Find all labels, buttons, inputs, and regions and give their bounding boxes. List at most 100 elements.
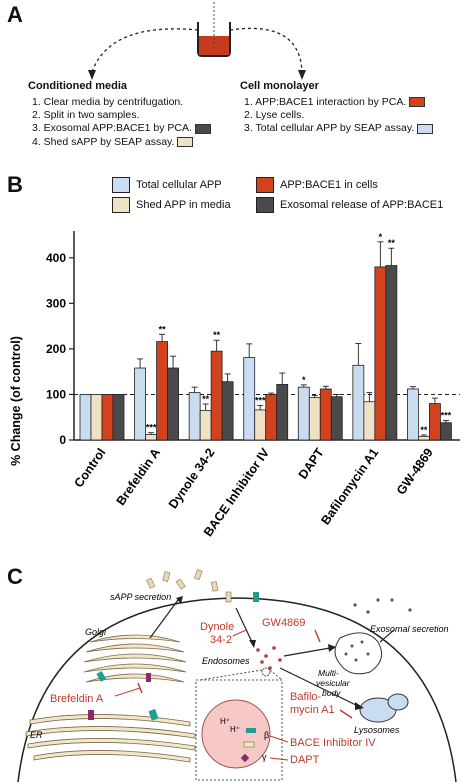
zoom-app (243, 741, 255, 748)
bafilo-label-2: mycin A1 (290, 704, 335, 716)
cm-step-4: 4. Shed sAPP by SEAP assay. (32, 136, 211, 149)
cell-monolayer-title: Cell monolayer (240, 80, 319, 92)
legend-total-app: Total cellular APP (112, 177, 222, 193)
bar-app_bace1_cells (156, 341, 168, 441)
cell-monolayer-steps: 1. APP:BACE1 interaction by PCA. 2. Lyse… (244, 96, 434, 136)
cm-step-3: 3. Exosomal APP:BACE1 by PCA. (32, 122, 211, 135)
lysosomes-label: Lysosomes (354, 725, 400, 735)
legend-exosomal: Exosomal release of APP:BACE1 (256, 197, 443, 213)
bar-exosomal (330, 396, 343, 441)
golgi-arrow (149, 599, 179, 639)
cl-step-3: 3. Total cellular APP by SEAP assay. (244, 122, 434, 135)
legend-shed-app: Shed APP in media (112, 197, 231, 213)
mvb-label-2: vesicular (316, 678, 351, 688)
h-label-1: H⁺ (220, 717, 230, 726)
legend-exosomal-swatch (256, 197, 274, 213)
golgi-bace (96, 671, 107, 682)
bar-app_bace1_cells (101, 394, 114, 441)
bar-exosomal (221, 381, 234, 441)
er-app (88, 710, 94, 720)
conditioned-media-steps: 1. Clear media by centrifugation. 2. Spl… (32, 96, 211, 149)
bar-shed_app (418, 435, 430, 441)
bar-total_cellular_app (79, 394, 92, 441)
x-tick-label: GW-4869 (394, 446, 436, 498)
cl-step-2: 2. Lyse cells. (244, 109, 305, 122)
bar-exosomal (112, 394, 125, 441)
er-bace (148, 708, 159, 721)
y-tick-label: 100 (46, 387, 66, 401)
media-fill (199, 36, 229, 55)
beta-label: β (264, 730, 269, 740)
endosome-dots (256, 646, 282, 670)
beaker-icon (197, 22, 231, 57)
exosome-dots (353, 598, 412, 614)
endosomes-label: Endosomes (202, 656, 250, 666)
er-stack (25, 714, 196, 763)
gamma-label: γ (262, 752, 267, 762)
bar-shed_app (90, 394, 103, 441)
total-app-swatch (417, 123, 434, 134)
exosomal-secretion-label: Exosomal secretion (370, 624, 449, 634)
bar-app_bace1_cells (429, 403, 441, 441)
bar-app_bace1_cells (265, 394, 278, 441)
lysosome-2 (387, 693, 409, 711)
panel-c-diagram: sAPP secretion Exosomal secretion Golgi … (17, 569, 457, 782)
x-tick-label: DAPT (296, 445, 327, 481)
significance-mark: *** (146, 423, 157, 433)
cm-step-2: 2. Split in two samples. (32, 109, 140, 122)
panel-a-diagram (88, 2, 306, 80)
sapp-fragments (146, 569, 219, 592)
significance-mark: ** (388, 238, 396, 248)
significance-mark: * (379, 232, 383, 242)
golgi-label: Golgi (85, 627, 107, 637)
arrow-head-right (298, 70, 306, 80)
panel-a-letter: A (7, 2, 23, 27)
x-tick-label: Bafilomycin A1 (318, 446, 381, 528)
golgi-app (146, 673, 151, 682)
bar-app_bace1_cells (374, 266, 387, 441)
significance-mark: ** (420, 425, 428, 435)
bar-total_cellular_app (243, 357, 256, 441)
panel-b-letter: B (7, 172, 23, 197)
zoom-box (195, 679, 283, 781)
x-tick-label: Dynole 34-2 (166, 446, 218, 512)
bar-shed_app (199, 409, 212, 441)
x-tick-label: Brefeldin A (114, 446, 163, 508)
membrane-bace (253, 592, 259, 602)
significance-mark: ** (213, 330, 221, 340)
bar-total_cellular_app (134, 367, 146, 441)
bar-exosomal (167, 367, 179, 441)
bar-total_cellular_app (297, 386, 310, 441)
panel-c-letter: C (7, 564, 23, 589)
bar-total_cellular_app (188, 392, 201, 441)
y-tick-label: 400 (46, 251, 66, 265)
arrow-head-left (88, 70, 96, 80)
bar-shed_app (254, 409, 267, 441)
significance-mark: ** (202, 394, 210, 404)
membrane-app (225, 591, 232, 603)
chart-bars: ********************* (79, 232, 452, 441)
er-label: ER (30, 730, 43, 740)
zoom-bace (246, 728, 256, 733)
app-bace1-swatch (409, 97, 426, 108)
legend-shed-app-swatch (112, 197, 130, 213)
h-label-2: H⁺ (230, 725, 240, 734)
cl-step-1: 1. APP:BACE1 interaction by PCA. (244, 96, 433, 109)
y-axis-label: % Change (of control) (9, 336, 23, 466)
bar-total_cellular_app (407, 388, 419, 441)
brefeldin-label: Brefeldin A (50, 693, 104, 705)
endosome-enlarged (201, 699, 271, 769)
bar-total_cellular_app (352, 364, 365, 441)
dynole-label-2: 34-2 (210, 634, 232, 646)
significance-mark: *** (441, 410, 452, 420)
x-tick-label: Control (72, 446, 109, 490)
cm-step-1: 1. Clear media by centrifugation. (32, 96, 184, 108)
mvb-outline (334, 632, 383, 675)
bar-shed_app (363, 401, 376, 441)
mvb-label-1: Multi- (318, 668, 339, 678)
bar-exosomal (440, 422, 452, 441)
shed-app-swatch (177, 136, 194, 147)
y-tick-label: 200 (46, 342, 66, 356)
bar-exosomal (276, 384, 289, 441)
